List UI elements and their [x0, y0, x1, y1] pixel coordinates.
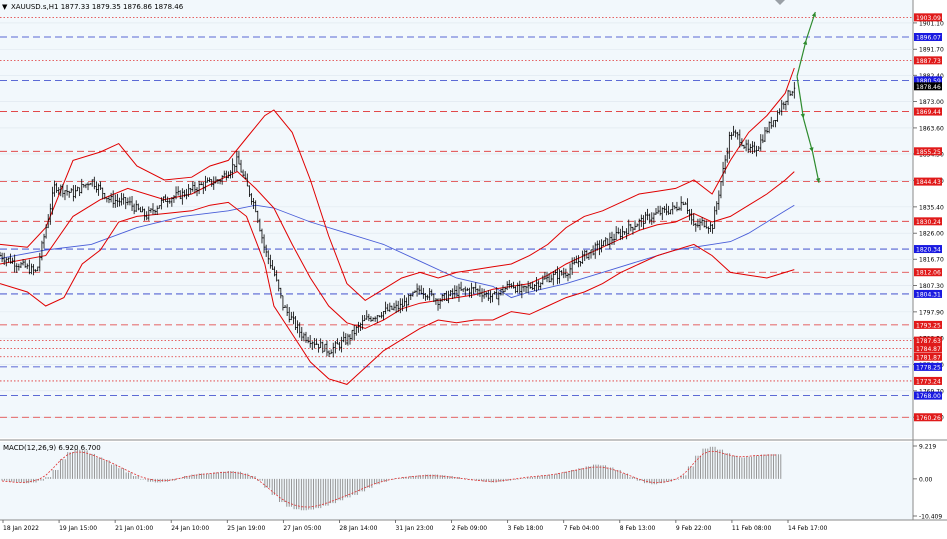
- support-resistance-levels: [0, 16, 913, 418]
- time-axis-label: 11 Feb 08:00: [732, 525, 772, 532]
- time-axis-label: 2 Feb 09:00: [452, 525, 488, 532]
- price-axis-label: 1835.40: [919, 204, 944, 211]
- forecast-arrow-head: [809, 147, 814, 152]
- level-label: 1820.34: [916, 247, 941, 254]
- level-label: 1760.26: [916, 415, 941, 422]
- macd-indicator-label: MACD(12,26,9) 6.920 6.700: [3, 444, 101, 452]
- level-label-box: [914, 352, 942, 361]
- level-label-box: [914, 376, 942, 385]
- price-axis-label: 1826.00: [919, 231, 944, 238]
- forecast-arrows: [796, 11, 821, 183]
- level-label: 1787.63: [916, 338, 941, 345]
- level-label: 1896.07: [916, 35, 941, 42]
- level-label: 1804.31: [916, 291, 941, 298]
- level-label-box: [914, 413, 942, 422]
- level-label-box: [914, 217, 942, 226]
- level-label-box: [914, 245, 942, 254]
- time-axis-label: 27 Jan 05:00: [283, 525, 321, 532]
- time-axis-label: 3 Feb 18:00: [508, 525, 544, 532]
- level-label-box: [914, 82, 942, 91]
- time-axis-label: 19 Jan 15:00: [59, 525, 97, 532]
- time-axis-label: 18 Jan 2022: [3, 525, 39, 532]
- price-axis-label: 1797.90: [919, 309, 944, 316]
- macd-panel-background: [0, 442, 913, 520]
- forecast-arrow-line: [796, 76, 805, 119]
- collapse-arrow-icon[interactable]: ▼: [2, 3, 8, 11]
- time-axis-label: 7 Feb 04:00: [564, 525, 600, 532]
- price-axis-label: 1882.40: [919, 73, 944, 80]
- time-axis-label: 21 Jan 01:00: [115, 525, 153, 532]
- level-label-box: [914, 107, 942, 116]
- level-label-box: [914, 320, 942, 329]
- macd-axis-label: 0.00: [919, 476, 933, 483]
- forecast-arrow-line: [802, 118, 814, 153]
- price-panel-background: [0, 0, 913, 438]
- price-axis-label: 1807.30: [919, 283, 944, 290]
- price-axis: 1901.101891.701882.401873.001863.601854.…: [913, 13, 944, 422]
- chart-symbol-header: XAUUSD.s,H1 1877.33 1879.35 1876.86 1878…: [11, 3, 184, 11]
- bollinger-upper-band: [0, 67, 795, 302]
- forecast-arrow-head: [811, 12, 816, 17]
- level-label: 1830.24: [916, 219, 941, 226]
- level-label-box: [914, 147, 942, 156]
- level-label-box: [914, 362, 942, 371]
- level-label-box: [914, 76, 942, 85]
- time-axis-label: 31 Jan 23:00: [396, 525, 434, 532]
- level-label: 1773.24: [916, 378, 941, 385]
- level-label: 1812.06: [916, 270, 941, 277]
- time-axis-label: 24 Jan 10:00: [171, 525, 209, 532]
- forecast-arrow-head: [802, 40, 808, 45]
- level-label-box: [914, 289, 942, 298]
- moving-average-line: [0, 204, 795, 299]
- macd-axis-label: 9.219: [919, 444, 936, 451]
- time-axis-label: 25 Jan 19:00: [227, 525, 265, 532]
- level-label-box: [914, 56, 942, 65]
- level-label: 1781.87: [916, 354, 941, 361]
- level-label-box: [914, 344, 942, 353]
- level-label-box: [914, 13, 942, 22]
- level-label: 1793.25: [916, 322, 941, 329]
- level-label: 1778.25: [916, 364, 941, 371]
- price-axis-label: 1873.00: [919, 99, 944, 106]
- candlesticks: [0, 81, 796, 358]
- level-label: 1844.43: [916, 179, 941, 186]
- level-label: 1880.59: [916, 78, 941, 85]
- price-axis-label: 1816.70: [919, 257, 944, 264]
- level-label: 1878.46: [916, 84, 941, 91]
- level-label-box: [914, 336, 942, 345]
- time-axis-label: 14 Feb 17:00: [788, 525, 828, 532]
- forecast-arrow-line: [796, 39, 807, 77]
- bollinger-lower-band: [0, 201, 795, 385]
- level-label: 1768.00: [916, 393, 941, 400]
- time-axis-label: 8 Feb 13:00: [620, 525, 656, 532]
- scroll-marker-icon[interactable]: [775, 0, 785, 5]
- forecast-arrow-head: [815, 177, 821, 183]
- price-axis-label: 1901.10: [919, 20, 944, 27]
- level-label: 1869.44: [916, 109, 941, 116]
- price-grid: [0, 22, 913, 418]
- price-axis-label: 1891.70: [919, 47, 944, 54]
- level-label-box: [914, 177, 942, 186]
- level-label: 1784.87: [916, 346, 941, 353]
- forecast-arrow-line: [805, 11, 816, 41]
- time-axis-label: 28 Jan 14:00: [339, 525, 377, 532]
- time-axis-label: 9 Feb 22:00: [676, 525, 712, 532]
- forecast-arrow-head: [800, 113, 805, 119]
- level-label: 1903.09: [916, 15, 941, 22]
- level-label: 1887.73: [916, 58, 941, 65]
- level-label-box: [914, 268, 942, 277]
- level-label: 1855.25: [916, 149, 941, 156]
- time-axis: 18 Jan 2022 19 Jan 15:00 21 Jan 01:00 24 Ja…: [2, 520, 828, 532]
- macd-signal-line: [1, 450, 776, 508]
- macd-axis-label: -10.409: [919, 514, 942, 521]
- price-axis-label: 1863.60: [919, 125, 944, 132]
- forecast-arrow-line: [811, 151, 820, 183]
- level-label-box: [914, 391, 942, 400]
- level-label-box: [914, 33, 942, 42]
- macd-histogram: 9.219 0.00 -10.409: [1, 444, 942, 521]
